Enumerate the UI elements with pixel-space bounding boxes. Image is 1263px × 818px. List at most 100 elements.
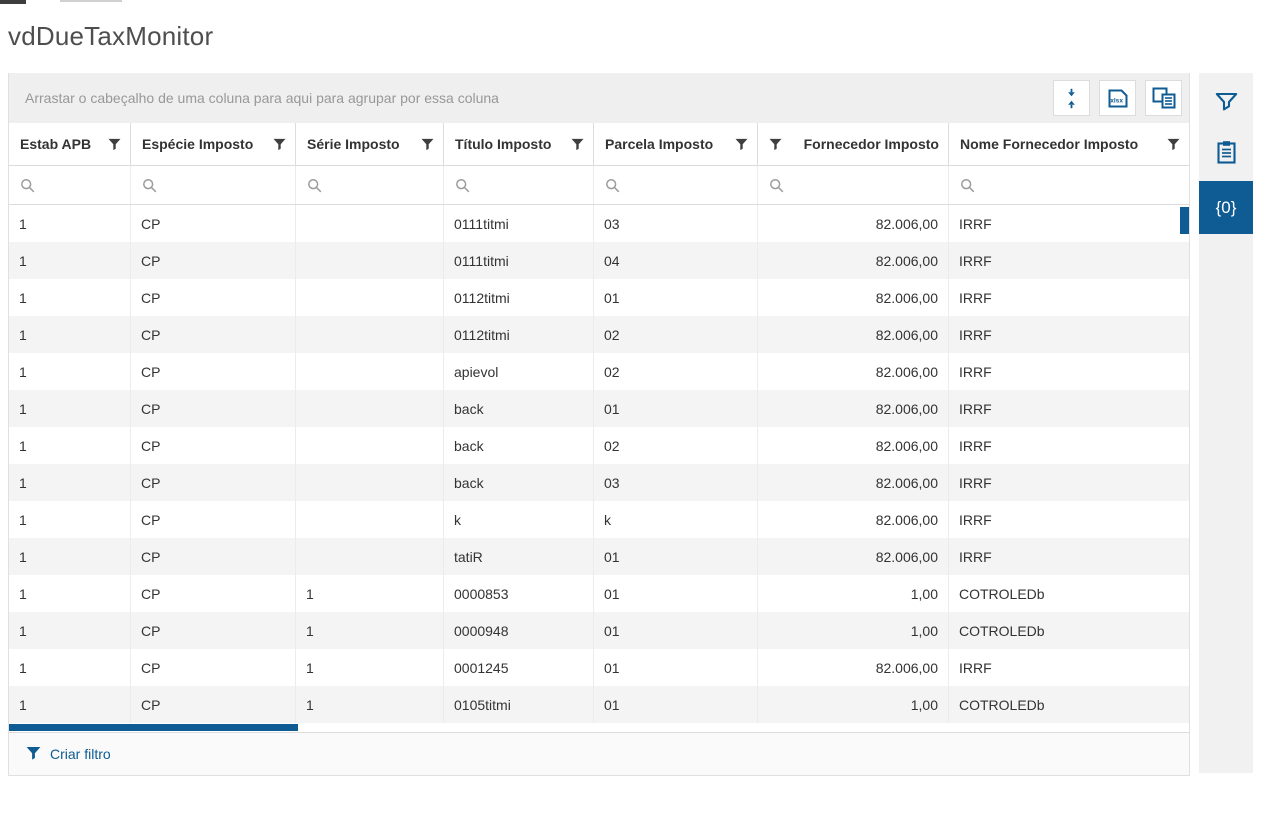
table-row[interactable]: 1 CP tatiR 01 82.006,00 IRRF	[9, 538, 1189, 575]
filter-funnel-icon	[26, 746, 41, 763]
group-panel-drop-area[interactable]: Arrastar o cabeçalho de uma coluna para …	[9, 73, 1189, 123]
column-header-parcela-imposto[interactable]: Parcela Imposto	[594, 123, 758, 165]
sidebar-filter-builder-button[interactable]	[1199, 77, 1253, 127]
cell-fornecedor-imposto: 82.006,00	[758, 427, 949, 464]
cell-parcela-imposto: 03	[594, 464, 758, 501]
cell-fornecedor-imposto: 82.006,00	[758, 279, 949, 316]
search-icon[interactable]	[455, 178, 470, 193]
filter-builder-panel[interactable]: Criar filtro	[9, 732, 1189, 775]
search-icon[interactable]	[769, 178, 784, 193]
cell-esp-cie-imposto: CP	[131, 242, 296, 279]
sidebar-clipboard-button[interactable]	[1199, 127, 1253, 177]
header-row: Estab APB Espécie Imposto Série Imposto Tít…	[9, 123, 1189, 166]
table-row[interactable]: 1 CP k k 82.006,00 IRRF	[9, 501, 1189, 538]
column-chooser-button[interactable]	[1145, 80, 1182, 116]
cell-parcela-imposto: k	[594, 501, 758, 538]
search-icon[interactable]	[142, 178, 157, 193]
header-filter-funnel-icon[interactable]	[273, 138, 286, 151]
table-row[interactable]: 1 CP 0112titmi 01 82.006,00 IRRF	[9, 279, 1189, 316]
cell-s-rie-imposto: 1	[296, 686, 444, 723]
column-header-nome-fornecedor-imposto[interactable]: Nome Fornecedor Imposto	[949, 123, 1189, 165]
cell-estab-apb: 1	[9, 686, 131, 723]
cell-s-rie-imposto	[296, 538, 444, 575]
table-row[interactable]: 1 CP apievol 02 82.006,00 IRRF	[9, 353, 1189, 390]
header-filter-funnel-icon[interactable]	[108, 138, 121, 151]
table-row[interactable]: 1 CP 1 0000948 01 1,00 COTROLEDb	[9, 612, 1189, 649]
table-row[interactable]: 1 CP 1 0000853 01 1,00 COTROLEDb	[9, 575, 1189, 612]
search-icon[interactable]	[307, 178, 322, 193]
filter-cell-esp-cie-imposto	[131, 166, 296, 204]
header-filter-funnel-icon[interactable]	[1167, 138, 1180, 151]
cell-esp-cie-imposto: CP	[131, 464, 296, 501]
cell-nome-fornecedor-imposto: IRRF	[959, 326, 992, 343]
cell-parcela-imposto: 01	[594, 649, 758, 686]
cell-estab-apb: 1	[9, 575, 131, 612]
column-header-estab-apb[interactable]: Estab APB	[9, 123, 131, 165]
cell-parcela-imposto: 02	[594, 316, 758, 353]
side-toolbar: {0}	[1199, 73, 1253, 773]
cell-t-tulo-imposto: 0111titmi	[444, 242, 594, 279]
data-grid: Arrastar o cabeçalho de uma coluna para …	[8, 73, 1190, 776]
cell-s-rie-imposto: 1	[296, 649, 444, 686]
cell-parcela-imposto: 01	[594, 390, 758, 427]
table-row[interactable]: 1 CP 0111titmi 04 82.006,00 IRRF	[9, 242, 1189, 279]
cell-estab-apb: 1	[9, 390, 131, 427]
column-label: Série Imposto	[307, 136, 400, 152]
cell-esp-cie-imposto: CP	[131, 649, 296, 686]
search-icon[interactable]	[20, 178, 35, 193]
grid-toolbar: xlsx	[1053, 80, 1182, 116]
filter-input-nome-fornecedor-imposto[interactable]	[982, 176, 1183, 194]
table-row[interactable]: 1 CP back 03 82.006,00 IRRF	[9, 464, 1189, 501]
fit-rows-button[interactable]	[1053, 80, 1090, 116]
cell-t-tulo-imposto: 0112titmi	[444, 316, 594, 353]
table-row[interactable]: 1 CP 0112titmi 02 82.006,00 IRRF	[9, 316, 1189, 353]
vertical-scrollbar-thumb[interactable]	[1180, 207, 1189, 234]
header-filter-funnel-icon[interactable]	[735, 138, 748, 151]
cell-t-tulo-imposto: 0105titmi	[444, 686, 594, 723]
export-xlsx-button[interactable]: xlsx	[1099, 80, 1136, 116]
cell-fornecedor-imposto: 82.006,00	[758, 353, 949, 390]
cell-s-rie-imposto	[296, 353, 444, 390]
sidebar-parameters-button[interactable]: {0}	[1199, 181, 1253, 234]
header-filter-funnel-icon[interactable]	[769, 138, 782, 151]
table-row[interactable]: 1 CP back 01 82.006,00 IRRF	[9, 390, 1189, 427]
table-row[interactable]: 1 CP 1 0105titmi 01 1,00 COTROLEDb	[9, 686, 1189, 723]
table-row[interactable]: 1 CP 1 0001245 01 82.006,00 IRRF	[9, 649, 1189, 686]
cell-esp-cie-imposto: CP	[131, 353, 296, 390]
header-filter-funnel-icon[interactable]	[571, 138, 584, 151]
horizontal-scrollbar[interactable]	[9, 723, 1189, 732]
column-header-s-rie-imposto[interactable]: Série Imposto	[296, 123, 444, 165]
filter-input-esp-cie-imposto[interactable]	[164, 176, 289, 194]
cell-fornecedor-imposto: 82.006,00	[758, 316, 949, 353]
filter-input-parcela-imposto[interactable]	[627, 176, 751, 194]
cell-t-tulo-imposto: tatiR	[444, 538, 594, 575]
search-icon[interactable]	[605, 178, 620, 193]
cell-fornecedor-imposto: 1,00	[758, 686, 949, 723]
cell-s-rie-imposto: 1	[296, 575, 444, 612]
filter-input-fornecedor-imposto[interactable]	[791, 176, 942, 194]
cell-t-tulo-imposto: k	[444, 501, 594, 538]
column-header-fornecedor-imposto[interactable]: Fornecedor Imposto	[758, 123, 949, 165]
create-filter-link[interactable]: Criar filtro	[50, 746, 111, 762]
horizontal-scrollbar-thumb[interactable]	[9, 724, 298, 731]
table-row[interactable]: 1 CP back 02 82.006,00 IRRF	[9, 427, 1189, 464]
grid-rows: 1 CP 0111titmi 03 82.006,00 IRRF 1 CP 0111titmi 0…	[9, 205, 1189, 723]
column-header-esp-cie-imposto[interactable]: Espécie Imposto	[131, 123, 296, 165]
filter-cell-parcela-imposto	[594, 166, 758, 204]
filter-input-estab-apb[interactable]	[42, 176, 124, 194]
cell-estab-apb: 1	[9, 279, 131, 316]
cell-esp-cie-imposto: CP	[131, 316, 296, 353]
cell-nome-fornecedor-imposto: IRRF	[959, 289, 992, 306]
cell-parcela-imposto: 01	[594, 538, 758, 575]
filter-cell-nome-fornecedor-imposto	[949, 166, 1189, 204]
table-row[interactable]: 1 CP 0111titmi 03 82.006,00 IRRF	[9, 205, 1189, 242]
column-label: Fornecedor Imposto	[803, 136, 939, 152]
filter-input-t-tulo-imposto[interactable]	[477, 176, 587, 194]
column-label: Parcela Imposto	[605, 136, 714, 152]
search-icon[interactable]	[960, 178, 975, 193]
cell-fornecedor-imposto: 1,00	[758, 612, 949, 649]
column-header-t-tulo-imposto[interactable]: Título Imposto	[444, 123, 594, 165]
header-filter-funnel-icon[interactable]	[421, 138, 434, 151]
filter-input-s-rie-imposto[interactable]	[329, 176, 437, 194]
cell-t-tulo-imposto: apievol	[444, 353, 594, 390]
